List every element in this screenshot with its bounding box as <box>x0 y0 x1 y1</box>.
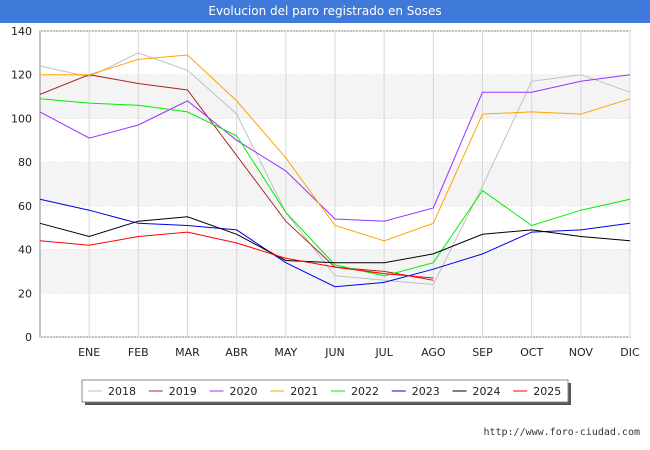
series-line-2023 <box>39 198 631 288</box>
y-axis: 0 20 40 60 80 100 120 140 <box>11 25 32 344</box>
legend-box <box>81 379 569 403</box>
source-footer: http://www.foro-ciudad.com <box>483 427 640 438</box>
x-tick-label: AGO <box>421 346 446 359</box>
x-tick-label: ENE <box>78 346 100 359</box>
x-tick-label: FEB <box>128 346 149 359</box>
series-lines <box>39 52 631 288</box>
series-line-2021 <box>40 54 631 242</box>
x-axis: ENE FEB MAR ABR MAY JUN JUL AGO SEP OCT NOV DIC <box>78 346 640 359</box>
legend-label-2021: 2021 <box>290 385 318 398</box>
gridlines <box>40 30 631 338</box>
y-tick-label: 60 <box>18 200 32 213</box>
y-tick-label: 120 <box>11 69 32 82</box>
x-tick-label: NOV <box>569 346 594 359</box>
series-line-2020 <box>39 74 631 222</box>
x-tick-label: MAY <box>274 346 297 359</box>
y-tick-label: 140 <box>11 25 32 38</box>
x-tick-label: DIC <box>620 346 640 359</box>
legend-label-2020: 2020 <box>230 385 258 398</box>
x-tick-label: OCT <box>520 346 543 359</box>
series-line-2024 <box>39 216 631 264</box>
y-tick-label: 40 <box>18 244 32 257</box>
y-tick-label: 80 <box>18 156 32 169</box>
legend: 2018 2019 2020 2021 2022 2023 2024 2025 <box>81 379 571 405</box>
x-tick-label: ABR <box>225 346 248 359</box>
series-line-2018 <box>39 52 631 286</box>
x-tick-label: SEP <box>472 346 493 359</box>
chart-title: Evolucion del paro registrado en Soses <box>0 0 650 23</box>
legend-label-2018: 2018 <box>108 385 136 398</box>
legend-label-2022: 2022 <box>351 385 379 398</box>
x-tick-label: MAR <box>175 346 200 359</box>
legend-label-2023: 2023 <box>412 385 440 398</box>
y-tick-label: 0 <box>25 331 32 344</box>
y-tick-label: 20 <box>18 287 32 300</box>
legend-label-2024: 2024 <box>473 385 501 398</box>
y-tick-label: 100 <box>11 112 32 125</box>
x-tick-label: JUL <box>374 346 393 359</box>
series-line-2019 <box>39 74 434 281</box>
x-tick-label: JUN <box>324 346 345 359</box>
series-line-2025 <box>39 231 434 279</box>
series-line-2022 <box>39 98 631 277</box>
legend-label-2019: 2019 <box>169 385 197 398</box>
legend-label-2025: 2025 <box>533 385 561 398</box>
